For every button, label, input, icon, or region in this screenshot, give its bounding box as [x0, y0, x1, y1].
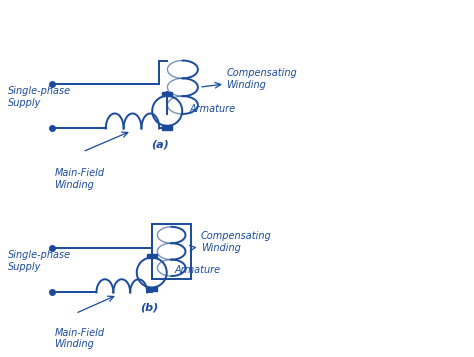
Text: Compensating
Winding: Compensating Winding — [226, 69, 297, 90]
Text: (b): (b) — [140, 302, 158, 312]
Text: Single-phase
Supply: Single-phase Supply — [8, 250, 71, 272]
Text: Single-phase
Supply: Single-phase Supply — [8, 86, 71, 108]
Bar — [146, 287, 157, 291]
Text: Compensating
Winding: Compensating Winding — [201, 231, 272, 253]
Bar — [162, 125, 173, 130]
Text: Main-Field
Winding: Main-Field Winding — [55, 328, 104, 349]
Text: Armature: Armature — [174, 265, 220, 275]
Bar — [152, 223, 191, 279]
Text: Main-Field
Winding: Main-Field Winding — [55, 168, 104, 190]
Text: Armature: Armature — [190, 104, 236, 114]
Text: (a): (a) — [151, 140, 169, 150]
Bar — [146, 254, 157, 258]
Bar — [162, 92, 173, 96]
